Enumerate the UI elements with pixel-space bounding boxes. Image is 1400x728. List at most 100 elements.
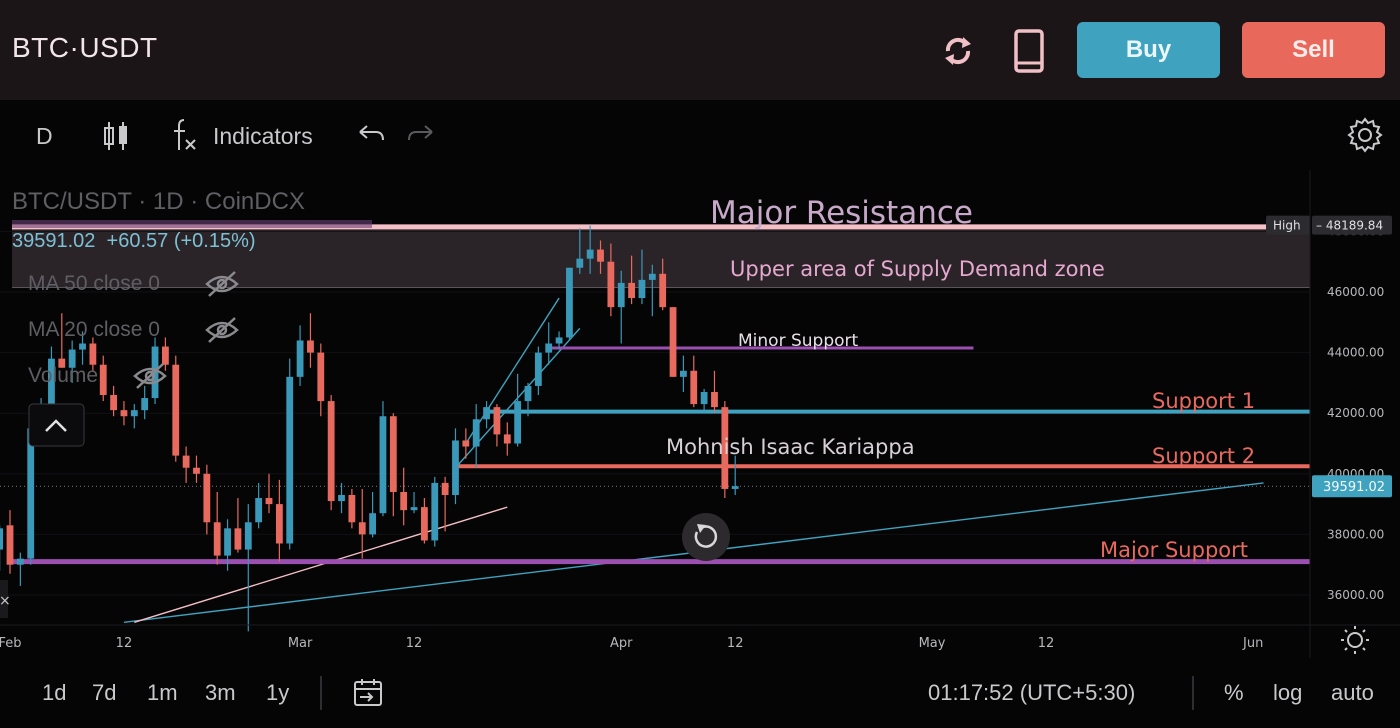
high-value-label: – 48189.84 — [1316, 219, 1383, 233]
clock-time[interactable]: 01:17:52 (UTC+5:30) — [928, 680, 1136, 705]
undo-icon[interactable] — [356, 122, 386, 154]
top-bar: BTC·USDT Buy Sell — [0, 0, 1400, 100]
candle-body — [628, 282, 635, 299]
chevron-up-icon[interactable] — [45, 419, 67, 432]
x-tick-label: May — [919, 636, 946, 651]
candle-body — [172, 364, 180, 456]
candle-body — [472, 419, 480, 447]
candle-body — [711, 391, 718, 408]
refresh-icon[interactable] — [938, 28, 978, 74]
collapse-legend-button[interactable] — [28, 403, 85, 447]
candle-body — [213, 522, 221, 556]
candle-body — [638, 279, 646, 299]
x-tick-label: Apr — [610, 636, 633, 651]
range-7d[interactable]: 7d — [92, 680, 117, 705]
candle-body — [130, 410, 138, 417]
close-icon[interactable]: × — [0, 593, 11, 609]
candle-body — [545, 343, 553, 353]
x-tick-label: 12 — [406, 636, 423, 651]
settings-icon[interactable] — [1346, 116, 1384, 160]
candle-body — [441, 482, 449, 496]
candle-body — [275, 504, 283, 544]
chart-toolbar: D Indicators — [0, 100, 1400, 170]
legend-price-value: 39591.02 — [12, 230, 96, 252]
candle-body — [421, 507, 428, 541]
candle-body — [224, 528, 231, 556]
candle-body — [6, 525, 14, 565]
candle-body — [48, 358, 55, 408]
redo-icon[interactable] — [406, 122, 436, 154]
candle-body — [296, 340, 304, 377]
candle-style-icon[interactable] — [102, 118, 130, 160]
percent-toggle[interactable]: % — [1224, 680, 1244, 705]
last-price-bg — [1312, 475, 1392, 498]
candle-body — [79, 343, 86, 350]
time-axis: Feb 12 Mar 12 Apr 12 May 12 Jun — [0, 170, 1400, 658]
calendar-icon[interactable] — [352, 678, 384, 713]
range-1m[interactable]: 1m — [147, 680, 178, 705]
candle-body — [255, 498, 263, 523]
candle-body — [690, 370, 698, 405]
pair-title: BTC·USDT — [12, 32, 158, 63]
reset-icon[interactable] — [694, 525, 718, 548]
candle-body — [400, 491, 408, 511]
timezone-sun-icon[interactable] — [1341, 626, 1369, 654]
fx-icon[interactable] — [170, 116, 200, 160]
auto-toggle[interactable]: auto — [1331, 680, 1374, 705]
candle-body — [462, 440, 470, 447]
reset-button-bg[interactable] — [682, 513, 730, 561]
candle-body — [389, 416, 397, 492]
candle-body — [120, 410, 128, 417]
range-1d[interactable]: 1d — [42, 680, 67, 705]
candle-body — [327, 401, 335, 502]
reset-chart-button[interactable] — [682, 513, 730, 561]
range-3m[interactable]: 3m — [205, 680, 236, 705]
candle-body — [110, 395, 117, 411]
interval-button[interactable]: D — [36, 123, 53, 149]
left-edge-close[interactable]: × — [0, 580, 11, 618]
candle-body — [203, 473, 211, 523]
candle-body — [680, 370, 687, 377]
candle-body — [379, 416, 387, 514]
major-resistance-label: Major Resistance — [710, 195, 973, 231]
high-tag-label: High — [1273, 219, 1301, 233]
divider — [1192, 676, 1194, 710]
collapse-button-bg[interactable] — [28, 403, 85, 447]
reset-arrow-icon[interactable] — [697, 524, 706, 533]
candle-body — [617, 282, 625, 308]
log-toggle[interactable]: log — [1273, 680, 1303, 705]
legend-price: 39591.02 +60.57 (+0.15%) — [12, 230, 256, 253]
candle-body — [99, 364, 107, 396]
candle-body — [182, 455, 190, 468]
mobile-icon[interactable] — [1012, 28, 1052, 74]
chart-panel: D Indicators — [0, 100, 1400, 728]
candle-body — [586, 249, 594, 259]
support-2-label: Support 2 — [1152, 444, 1255, 468]
high-value-bg — [1312, 215, 1392, 235]
y-tick-label: 42000.00 — [1327, 406, 1384, 420]
candle-body — [514, 401, 522, 444]
candle-body — [493, 407, 501, 435]
candle-body — [669, 307, 677, 377]
watermark-label: Mohnish Isaac Kariappa — [666, 435, 915, 459]
candle-body — [700, 391, 708, 405]
candle-body — [597, 249, 604, 262]
buy-button[interactable]: Buy — [1077, 22, 1220, 78]
high-tag-bg — [1266, 215, 1310, 235]
hidden-eye-icon[interactable] — [204, 316, 240, 349]
candle-body — [576, 258, 584, 268]
candle-body — [566, 267, 573, 338]
sell-button[interactable]: Sell — [1242, 22, 1385, 78]
hidden-eye-icon[interactable] — [132, 362, 168, 395]
candle-body — [410, 507, 418, 511]
hidden-eye-icon[interactable] — [204, 270, 240, 303]
left-edge-handle[interactable] — [0, 580, 8, 618]
range-1y[interactable]: 1y — [266, 680, 290, 705]
price-chart[interactable]: Major Resistance Upper area of Supply Dem… — [0, 100, 1400, 658]
indicators-button[interactable]: Indicators — [213, 123, 313, 149]
minor-support-label: Minor Support — [738, 331, 858, 351]
y-tick-label: 46000.00 — [1327, 285, 1384, 299]
support-1-label: Support 1 — [1152, 389, 1255, 413]
candles — [0, 225, 739, 632]
